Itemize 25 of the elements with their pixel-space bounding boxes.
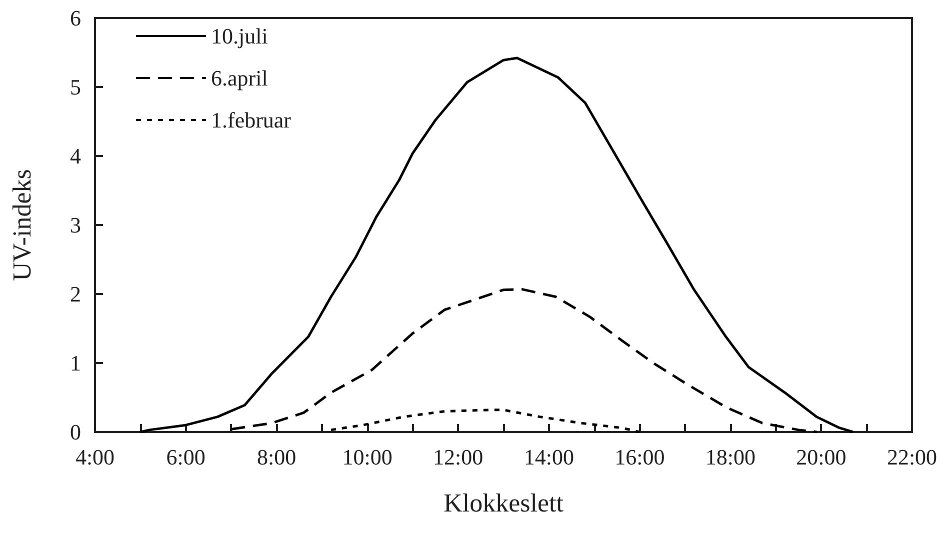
y-tick-label: 3	[70, 212, 81, 238]
y-tick-label: 5	[70, 74, 81, 100]
x-tick-label: 6:00	[166, 444, 206, 470]
y-tick-label: 0	[70, 420, 81, 444]
x-tick-label: 22:00	[886, 444, 938, 470]
x-tick-label: 8:00	[256, 444, 296, 470]
y-tick-label: 2	[70, 282, 81, 306]
line-series	[230, 288, 818, 434]
y-tick-label: 4	[70, 144, 81, 168]
x-tick-label: 10:00	[342, 444, 392, 470]
line-series	[139, 56, 854, 434]
x-axis-title: Klokkeslett	[444, 488, 564, 518]
legend-label: 6.april	[211, 66, 268, 90]
x-tick-label: 4:00	[75, 444, 115, 470]
y-tick-label: 1	[70, 350, 81, 376]
x-tick-label: 20:00	[796, 444, 846, 470]
x-tick-label: 16:00	[614, 444, 665, 470]
legend-label: 1.februar	[211, 108, 292, 132]
x-tick-label: 18:00	[705, 444, 756, 470]
x-tick-label: 14:00	[524, 444, 574, 470]
line-series	[330, 408, 641, 434]
y-axis-title: UV-indeks	[8, 169, 36, 281]
y-tick-label: 6	[70, 6, 81, 30]
legend-label: 10.juli	[211, 24, 268, 48]
x-tick-label: 12:00	[433, 444, 484, 470]
